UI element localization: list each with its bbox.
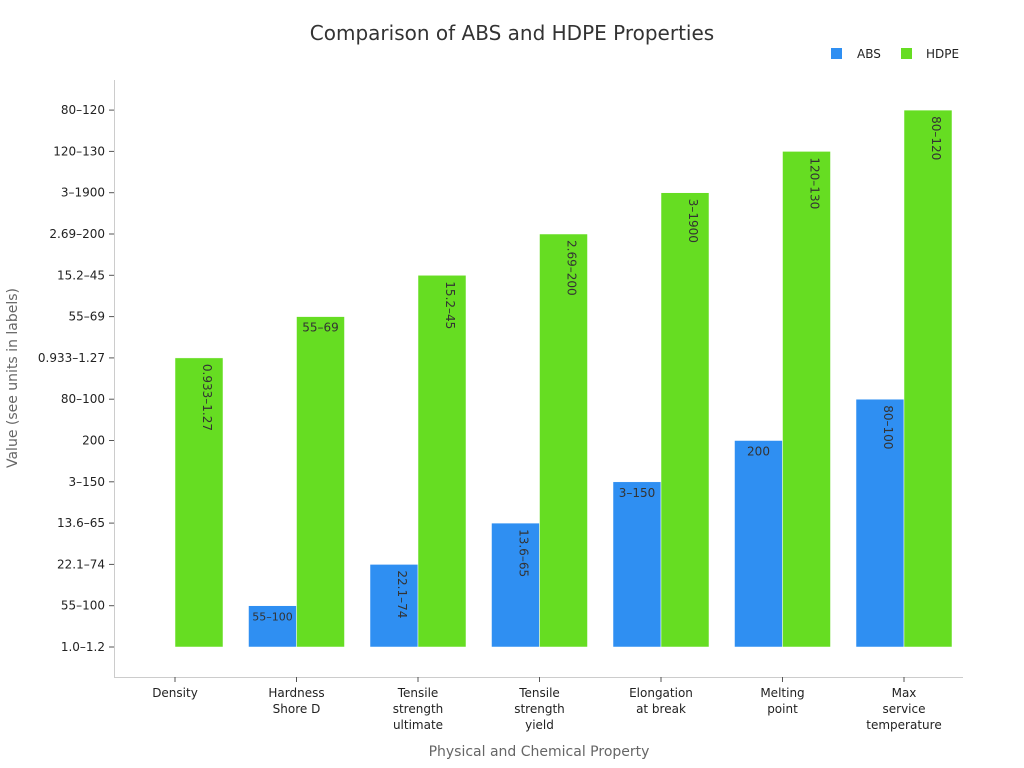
bar-abs [491,522,540,648]
chart-title: Comparison of ABS and HDPE Properties [310,21,714,45]
legend-label-hdpe: HDPE [926,47,959,61]
y-axis-title: Value (see units in labels) [5,288,21,468]
bar-hdpe [660,192,710,648]
x-tick-label: Hardness [268,686,324,700]
y-tick-label: 15.2–45 [57,268,105,282]
bar-value-label: 0.933–1.27 [200,364,214,431]
bar-value-label: 55–69 [302,321,339,335]
x-tick-label: strength [393,702,444,716]
bar-value-label: 3–1900 [686,199,700,243]
x-tick-label: Max [892,686,917,700]
y-tick-label: 22.1–74 [57,557,105,571]
legend-label-abs: ABS [857,47,881,61]
bar-value-label: 2.69–200 [565,240,579,296]
bar-hdpe [782,151,831,648]
bar-hdpe [417,275,467,648]
x-tick-label: at break [636,702,686,716]
y-tick-label: 3–1900 [61,186,105,200]
x-tick-label: temperature [866,718,941,732]
bar-value-label: 55–100 [252,611,293,624]
y-tick-label: 80–100 [61,392,105,406]
x-tick-label: Density [152,686,198,700]
bar-value-label: 80–120 [929,116,943,160]
bar-value-label: 3–150 [619,486,656,500]
y-tick-label: 2.69–200 [49,227,105,241]
bar-hdpe [174,357,224,648]
bar-value-label: 120–130 [808,157,822,209]
bar-abs [248,605,297,648]
x-tick-label: Tensile [397,686,439,700]
bar-hdpe [539,233,588,648]
bar-hdpe [903,109,953,648]
bar-abs [369,564,419,648]
x-tick-label: yield [525,718,554,732]
y-tick-label: 55–100 [61,599,105,613]
y-tick-label: 200 [82,434,105,448]
x-axis-ticks: Density Hardness Shore D Tensile strength ult… [152,677,942,732]
x-tick-label: service [883,702,926,716]
y-tick-label: 80–120 [61,103,105,117]
bar-hdpe [296,316,345,648]
bar-abs [612,481,662,648]
x-tick-label: Shore D [273,702,321,716]
x-tick-label: Tensile [518,686,560,700]
y-axis-ticks: 1.0–1.2 55–100 22.1–74 13.6–65 3–150 200 80–10… [38,103,114,654]
y-tick-label: 0.933–1.27 [38,351,105,365]
bar-value-label: 22.1–74 [395,570,409,618]
bar-abs [734,440,783,648]
legend: ABS HDPE [831,47,959,61]
y-tick-label: 1.0–1.2 [61,640,105,654]
y-tick-label: 120–130 [53,144,105,158]
x-tick-label: Elongation [629,686,693,700]
legend-swatch-hdpe [901,48,912,59]
x-tick-label: strength [514,702,565,716]
bar-value-label: 200 [747,445,770,459]
x-tick-label: point [767,702,798,716]
y-tick-label: 13.6–65 [57,516,105,530]
y-tick-label: 55–69 [68,310,105,324]
bar-value-label: 13.6–65 [517,529,531,577]
bar-value-label: 15.2–45 [443,281,457,329]
x-tick-label: Melting [760,686,804,700]
y-tick-label: 3–150 [68,475,105,489]
bars: 55–100 22.1–74 13.6–65 3–150 200 80–100 0.933–… [174,109,953,648]
x-tick-label: ultimate [393,718,443,732]
bar-abs [855,398,905,648]
legend-swatch-abs [831,48,842,59]
bar-value-label: 80–100 [881,405,895,449]
x-axis-title: Physical and Chemical Property [429,744,650,760]
